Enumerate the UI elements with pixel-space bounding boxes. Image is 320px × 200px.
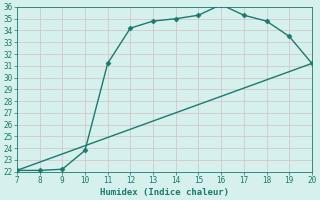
X-axis label: Humidex (Indice chaleur): Humidex (Indice chaleur) <box>100 188 229 197</box>
